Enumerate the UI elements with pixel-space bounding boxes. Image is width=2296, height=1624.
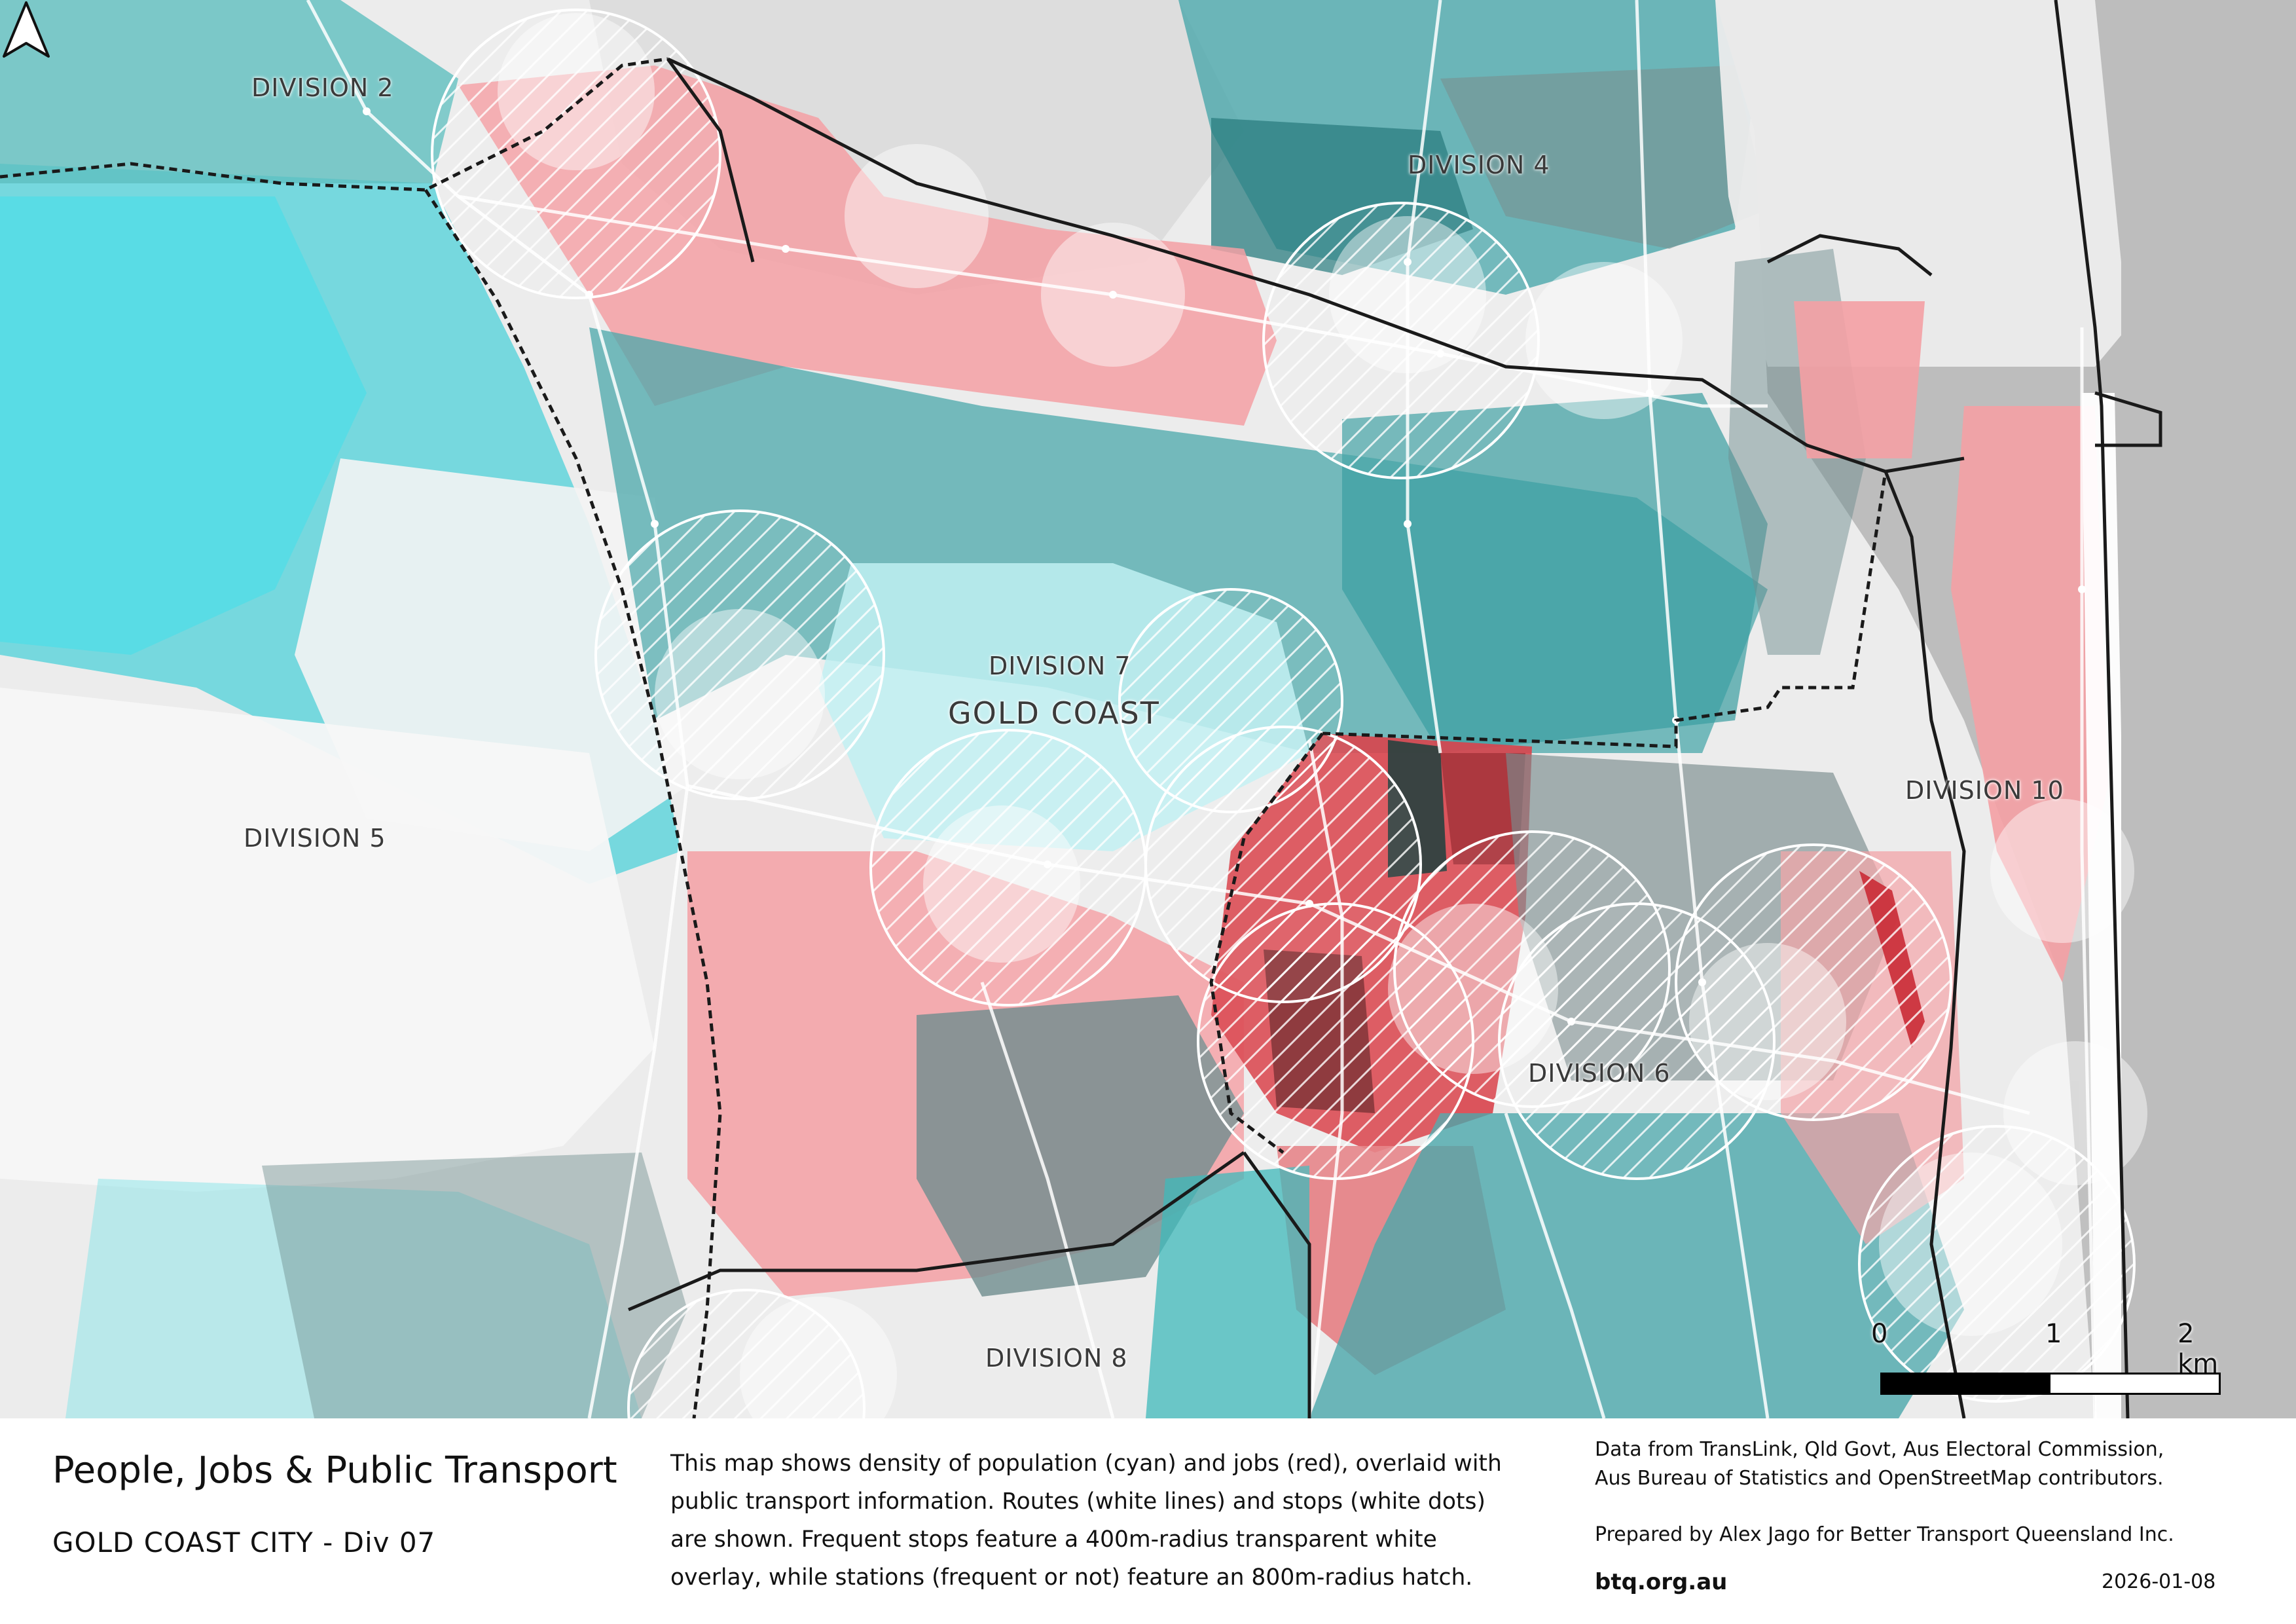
label-gold-coast: GOLD COAST: [948, 695, 1160, 731]
data-source-line: Aus Bureau of Statistics and OpenStreetM…: [1595, 1467, 2164, 1490]
division-boundary: [0, 57, 1887, 1418]
south-mixed-zone: [262, 1153, 687, 1418]
description-line: public transport information. Routes (wh…: [670, 1488, 1485, 1515]
label-division-5: DIVISION 5: [244, 824, 386, 853]
southeast-population: [1309, 1113, 1964, 1418]
prepared-by: Prepared by Alex Jago for Better Transpo…: [1595, 1523, 2174, 1546]
label-division-8: DIVISION 8: [985, 1344, 1128, 1373]
map-description: This map shows density of population (cy…: [670, 1445, 1574, 1596]
major-roads: [628, 0, 2162, 1418]
map-layer: [0, 0, 2296, 1418]
label-division-7: DIVISION 7: [989, 652, 1131, 680]
label-division-6: DIVISION 6: [1528, 1059, 1671, 1088]
description-line: are shown. Frequent stops feature a 400m…: [670, 1526, 1437, 1553]
footer-panel: People, Jobs & Public Transport GOLD COA…: [0, 1418, 2296, 1624]
southwest-land-zone: [0, 688, 655, 1192]
map-date: 2026-01-08: [2102, 1570, 2216, 1593]
northwest-population-zone: [0, 0, 458, 183]
scale-bar-segments: [1880, 1373, 2221, 1395]
east-population: [1342, 393, 1768, 753]
map-subtitle: GOLD COAST CITY - Div 07: [52, 1526, 436, 1559]
label-division-10: DIVISION 10: [1905, 776, 2064, 805]
website-link[interactable]: btq.org.au: [1595, 1569, 1728, 1595]
label-division-4: DIVISION 4: [1408, 151, 1550, 179]
division-4-mixed: [1440, 65, 1768, 249]
map-title: People, Jobs & Public Transport: [52, 1449, 617, 1492]
data-source-line: Data from TransLink, Qld Govt, Aus Elect…: [1595, 1438, 2164, 1461]
scale-segment-black: [1882, 1375, 2050, 1393]
west-bright-population: [0, 196, 367, 655]
description-line: This map shows density of population (cy…: [670, 1450, 1502, 1477]
data-sources: Data from TransLink, Qld Govt, Aus Elect…: [1595, 1435, 2276, 1493]
scale-tick-2km: 2 km: [2178, 1319, 2219, 1379]
scale-segment-white: [2050, 1375, 2219, 1393]
peninsula-jobs: [1794, 301, 1925, 458]
south-west-population: [65, 1179, 642, 1418]
spit-jobs-zone: [1951, 406, 2108, 982]
scale-tick-0: 0: [1871, 1319, 1888, 1349]
transit-stops: [363, 107, 2086, 1025]
map-canvas[interactable]: DIVISION 2 DIVISION 4 DIVISION 7 GOLD CO…: [0, 0, 2296, 1418]
north-arrow-icon: [3, 1, 50, 58]
station-hatch-circles: [431, 9, 2136, 1418]
scale-tick-1: 1: [2045, 1319, 2062, 1349]
south-population-block: [1146, 1166, 1309, 1418]
description-line: overlay, while stations (frequent or not…: [670, 1564, 1473, 1591]
ocean-water: [2121, 0, 2296, 1418]
label-division-2: DIVISION 2: [251, 73, 394, 102]
